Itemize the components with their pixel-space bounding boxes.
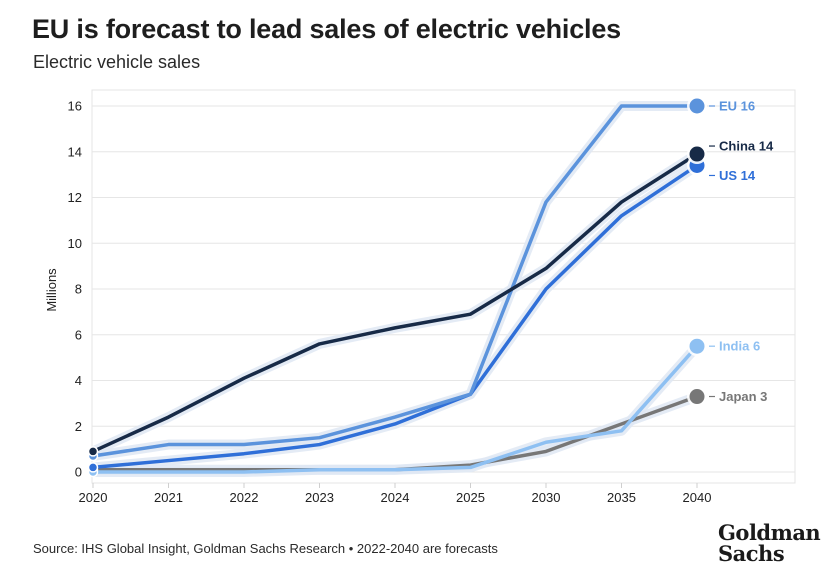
x-tick-label-2023: 2023 bbox=[305, 490, 334, 505]
series-end-point-japan bbox=[689, 389, 705, 405]
x-tick-label-2021: 2021 bbox=[154, 490, 183, 505]
series-end-point-india bbox=[689, 338, 705, 354]
chart-title: EU is forecast to lead sales of electric… bbox=[32, 14, 621, 44]
logo-line-1: Goldman bbox=[718, 520, 821, 545]
y-tick-label-12: 12 bbox=[68, 190, 82, 205]
y-tick-label-4: 4 bbox=[75, 373, 82, 388]
label-layer: Japan 3 India 6 US 14 EU 16 China 14 bbox=[709, 99, 774, 404]
y-tick-label-14: 14 bbox=[68, 144, 82, 159]
goldman-sachs-logo: Goldman Sachs bbox=[718, 520, 821, 566]
series-end-label-japan: Japan 3 bbox=[719, 389, 767, 404]
logo-line-2: Sachs bbox=[718, 541, 785, 566]
y-axis-label: Millions bbox=[44, 268, 59, 312]
series-halo-eu bbox=[88, 101, 702, 461]
x-tick-label-2035: 2035 bbox=[607, 490, 636, 505]
series-line-us bbox=[91, 163, 699, 470]
series-end-label-china: China 14 bbox=[719, 139, 774, 154]
axis-layer: 0 2 4 6 8 10 12 14 16 2020 2021 2022 2023 2024 2025 203… bbox=[44, 99, 711, 506]
x-tick-label-2022: 2022 bbox=[230, 490, 259, 505]
series-end-point-china bbox=[689, 146, 705, 162]
series-line-china bbox=[91, 152, 699, 454]
series-halo-china bbox=[88, 149, 702, 457]
series-line-eu bbox=[91, 104, 699, 458]
series-end-point-eu bbox=[689, 98, 705, 114]
source-note: Source: IHS Global Insight, Goldman Sach… bbox=[33, 541, 498, 556]
x-tick-label-2024: 2024 bbox=[381, 490, 410, 505]
plot-frame bbox=[91, 89, 796, 484]
x-tick-label-2030: 2030 bbox=[532, 490, 561, 505]
y-tick-label-2: 2 bbox=[75, 419, 82, 434]
y-tick-label-8: 8 bbox=[75, 282, 82, 297]
series-end-label-us: US 14 bbox=[719, 168, 756, 183]
y-tick-label-0: 0 bbox=[75, 465, 82, 480]
series-end-label-eu: EU 16 bbox=[719, 99, 755, 114]
series-line-india bbox=[91, 344, 699, 474]
y-tick-label-10: 10 bbox=[68, 236, 82, 251]
series-end-label-india: India 6 bbox=[719, 339, 760, 354]
line-layer bbox=[91, 104, 699, 474]
y-tick-label-6: 6 bbox=[75, 327, 82, 342]
x-tick-label-2020: 2020 bbox=[79, 490, 108, 505]
grid-layer bbox=[91, 89, 796, 484]
series-start-point-us bbox=[87, 462, 99, 473]
y-tick-label-16: 16 bbox=[68, 99, 82, 114]
series-start-point-china bbox=[87, 446, 99, 457]
x-tick-label-2040: 2040 bbox=[683, 490, 712, 505]
chart-subtitle: Electric vehicle sales bbox=[33, 52, 201, 72]
marker-layer bbox=[87, 96, 707, 478]
x-tick-label-2025: 2025 bbox=[456, 490, 485, 505]
